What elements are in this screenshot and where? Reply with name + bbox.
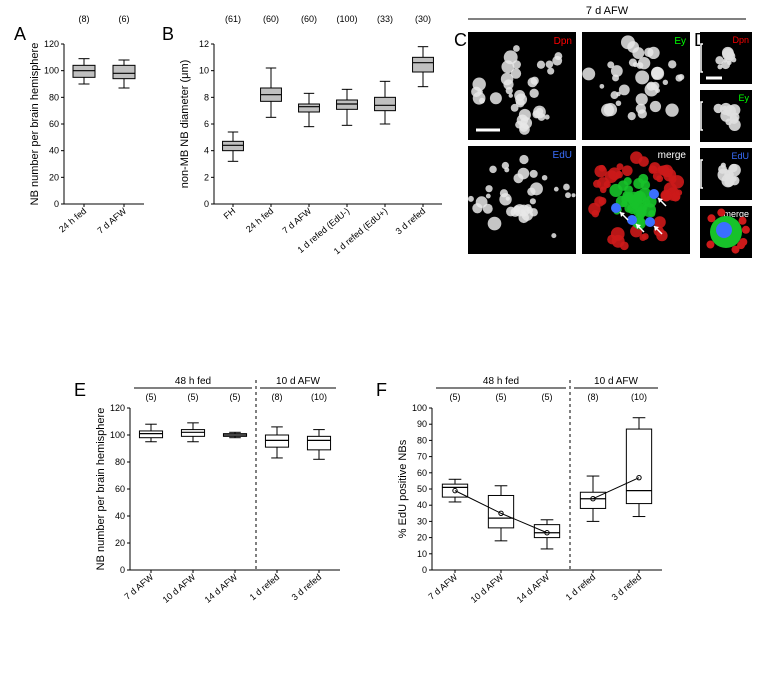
svg-text:10: 10 [199,66,209,76]
svg-text:(8): (8) [79,14,90,24]
svg-text:0: 0 [54,199,59,209]
svg-text:(5): (5) [188,392,199,402]
svg-text:7 d AFW: 7 d AFW [95,206,128,236]
svg-text:4: 4 [204,146,209,156]
svg-text:30: 30 [417,516,427,526]
svg-text:90: 90 [417,419,427,429]
channel-label: EdU [731,151,749,161]
svg-text:(60): (60) [263,14,279,24]
svg-text:40: 40 [49,146,59,156]
svg-text:60: 60 [115,484,125,494]
svg-text:24 h fed: 24 h fed [244,206,275,235]
panel-c-header: 7 d AFW [586,5,629,17]
svg-text:40: 40 [115,511,125,521]
svg-text:14 d AFW: 14 d AFW [203,572,240,605]
svg-text:10: 10 [417,549,427,559]
svg-text:(6): (6) [119,14,130,24]
svg-text:% EdU positive NBs: % EdU positive NBs [397,439,409,538]
svg-text:100: 100 [110,430,125,440]
panel-a: A 0 20 40 60 80 100 120NB number per brain hemi… [14,14,144,236]
svg-text:(10): (10) [311,392,327,402]
svg-text:(8): (8) [272,392,283,402]
svg-text:80: 80 [417,435,427,445]
svg-text:20: 20 [49,172,59,182]
svg-text:(5): (5) [496,392,507,402]
svg-text:(100): (100) [336,14,357,24]
svg-text:10 d AFW: 10 d AFW [469,572,506,605]
panel-b: B 0 2 4 6 8 10 12 non-MB NB diameter (μm) FH (61) 2… [162,14,442,256]
svg-text:6: 6 [204,119,209,129]
panel-e-label: E [74,380,86,400]
svg-text:(5): (5) [230,392,241,402]
svg-text:non-MB NB diameter (μm): non-MB NB diameter (μm) [179,60,191,189]
channel-label: Dpn [732,35,749,45]
svg-text:(5): (5) [146,392,157,402]
svg-text:48 h fed: 48 h fed [483,376,519,387]
channel-label: merge [658,150,687,161]
svg-text:NB number per brain hemisphere: NB number per brain hemisphere [29,43,41,206]
svg-text:60: 60 [49,119,59,129]
svg-text:20: 20 [417,533,427,543]
svg-text:(60): (60) [301,14,317,24]
panel-f: F 0 10 20 30 40 50 60 70 80 90 100 % EdU positive NB… [376,376,662,605]
svg-text:(33): (33) [377,14,393,24]
svg-text:48 h fed: 48 h fed [175,376,211,387]
svg-text:0: 0 [204,199,209,209]
svg-text:2: 2 [204,172,209,182]
svg-text:7 d AFW: 7 d AFW [426,572,459,602]
svg-text:14 d AFW: 14 d AFW [515,572,552,605]
svg-text:(61): (61) [225,14,241,24]
svg-text:8: 8 [204,92,209,102]
svg-text:(10): (10) [631,392,647,402]
svg-text:50: 50 [417,484,427,494]
panel-e: E 0 20 40 60 80 100 120NB number per brain hemi… [74,376,340,605]
svg-text:12: 12 [199,39,209,49]
svg-text:(8): (8) [588,392,599,402]
svg-text:10 d AFW: 10 d AFW [161,572,198,605]
svg-text:80: 80 [115,457,125,467]
svg-text:10 d AFW: 10 d AFW [594,376,638,387]
panel-b-label: B [162,24,174,44]
channel-label: Ey [674,36,686,47]
svg-text:(5): (5) [450,392,461,402]
svg-text:60: 60 [417,468,427,478]
svg-text:1 d refed: 1 d refed [564,572,598,602]
svg-text:120: 120 [110,403,125,413]
channel-label: Dpn [554,36,572,47]
svg-text:3 d refed: 3 d refed [394,206,428,236]
svg-text:40: 40 [417,500,427,510]
svg-text:7 d AFW: 7 d AFW [280,206,313,236]
svg-text:80: 80 [49,92,59,102]
svg-text:100: 100 [44,66,59,76]
channel-label: EdU [553,150,572,161]
svg-text:(5): (5) [542,392,553,402]
svg-text:100: 100 [412,403,427,413]
svg-text:3 d refed: 3 d refed [290,572,324,602]
panel-f-label: F [376,380,387,400]
channel-label: Ey [738,93,749,103]
svg-text:(30): (30) [415,14,431,24]
svg-text:1 d refed: 1 d refed [248,572,282,602]
svg-text:10 d AFW: 10 d AFW [276,376,320,387]
svg-text:0: 0 [120,565,125,575]
svg-text:24 h fed: 24 h fed [57,206,88,235]
panel-a-label: A [14,24,26,44]
svg-text:FH: FH [222,206,238,221]
svg-text:7 d AFW: 7 d AFW [122,572,155,602]
panel-d: DDpnEyEdUmerge [694,30,752,258]
panel-c-label: C [454,30,467,50]
svg-text:3 d refed: 3 d refed [610,572,644,602]
svg-text:120: 120 [44,39,59,49]
svg-text:70: 70 [417,452,427,462]
svg-text:NB number per brain hemisphere: NB number per brain hemisphere [95,408,107,571]
svg-text:20: 20 [115,538,125,548]
svg-text:0: 0 [422,565,427,575]
